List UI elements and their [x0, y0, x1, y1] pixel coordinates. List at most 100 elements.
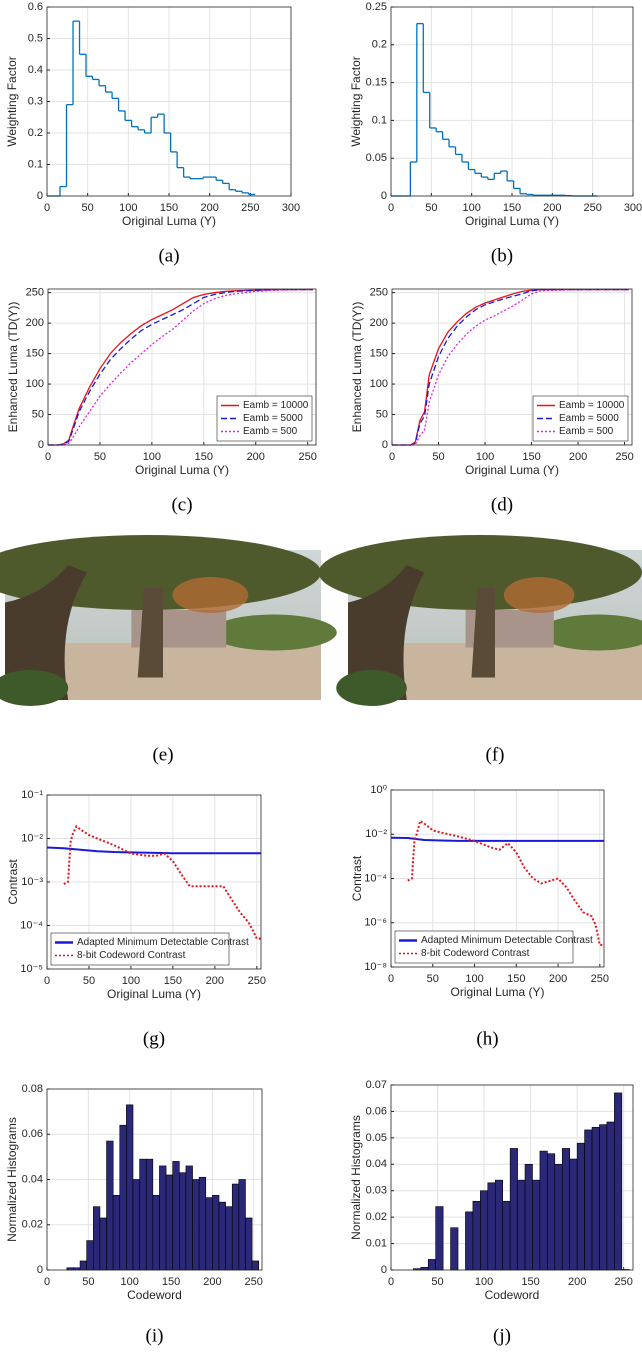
x-axis-label: Original Luma (Y): [122, 214, 216, 228]
y-tick-label: 250: [26, 287, 44, 299]
bar: [606, 1121, 615, 1271]
caption: (g): [143, 1028, 165, 1049]
x-tick-label: 100: [121, 1276, 139, 1288]
x-tick-label: 0: [44, 202, 50, 214]
x-tick-label: 100: [119, 202, 137, 214]
x-tick-label: 150: [507, 973, 525, 985]
x-tick-label: 0: [388, 973, 394, 985]
bar: [480, 1190, 489, 1271]
axes-frame: [46, 794, 262, 970]
y-tick-label: 0: [382, 439, 388, 451]
y-tick-label: 0: [37, 190, 43, 202]
x-axis-label: Codeword: [485, 1288, 540, 1302]
y-tick-label: 10⁻⁸: [364, 961, 387, 973]
y-tick-label: 0.01: [366, 1237, 387, 1249]
x-tick-label: 50: [83, 975, 95, 987]
bar: [614, 1092, 623, 1271]
bar: [435, 1206, 444, 1271]
x-tick-label: 100: [476, 451, 494, 463]
x-tick-label: 50: [431, 1276, 443, 1288]
x-tick-label: 250: [248, 975, 266, 987]
y-tick-label: 150: [370, 348, 388, 360]
y-tick-label: 10⁻³: [21, 876, 43, 888]
y-axis-label: Enhanced Luma (TD(Y)): [6, 302, 20, 433]
x-tick-label: 250: [299, 451, 317, 463]
x-tick-label: 150: [503, 202, 521, 214]
x-axis-label: Original Luma (Y): [450, 985, 544, 999]
bar: [472, 1200, 481, 1271]
y-tick-label: 10⁻⁶: [364, 917, 387, 929]
axes-frame: [391, 288, 633, 446]
bar: [79, 1260, 87, 1271]
photo-trunk: [137, 587, 163, 678]
x-axis-label: Codeword: [127, 1288, 182, 1302]
x-tick-label: 50: [425, 202, 437, 214]
bar: [231, 1183, 240, 1271]
y-axis-label: Contrast: [350, 855, 364, 901]
x-tick-label: 100: [475, 1276, 493, 1288]
caption: (f): [486, 744, 505, 765]
line: [63, 824, 261, 940]
y-axis-label: Normalized Histograms: [349, 1115, 363, 1240]
bar: [487, 1182, 496, 1271]
x-tick-label: 200: [200, 202, 218, 214]
x-tick-label: 0: [45, 451, 51, 463]
y-tick-label: 0.3: [28, 95, 43, 107]
bar: [517, 1179, 526, 1271]
bar: [599, 1124, 608, 1271]
x-tick-label: 50: [94, 451, 106, 463]
photo-trunk: [348, 565, 425, 700]
x-axis-label: Original Luma (Y): [465, 463, 559, 477]
axes-frame: [47, 288, 317, 446]
x-tick-label: 0: [44, 975, 50, 987]
y-tick-label: 250: [370, 287, 388, 299]
y-tick-label: 0.6: [28, 1, 43, 13]
bar: [212, 1195, 220, 1271]
y-tick-label: 0.08: [22, 1083, 43, 1095]
bar: [93, 1206, 101, 1271]
x-tick-label: 300: [282, 202, 300, 214]
y-tick-label: 0.1: [372, 114, 387, 126]
bar: [112, 1195, 121, 1271]
legend-label: Eamb = 500: [559, 426, 614, 437]
y-axis-label: Normalized Histograms: [5, 1117, 19, 1242]
x-tick-label: 250: [615, 1276, 633, 1288]
bar: [139, 1158, 147, 1271]
bar: [576, 1142, 585, 1271]
x-tick-label: 50: [82, 1276, 94, 1288]
bar: [86, 1240, 94, 1271]
y-tick-label: 0.4: [28, 64, 43, 76]
x-tick-label: 300: [624, 202, 642, 214]
axes-frame: [46, 6, 292, 197]
x-tick-label: 200: [549, 973, 567, 985]
x-tick-label: 250: [615, 451, 633, 463]
y-tick-label: 150: [26, 348, 44, 360]
x-tick-label: 100: [465, 973, 483, 985]
legend-label: Eamb = 5000: [559, 413, 619, 424]
bar: [494, 1179, 503, 1271]
photo-bush: [0, 670, 69, 706]
x-tick-label: 250: [245, 1276, 263, 1288]
x-tick-label: 0: [388, 1276, 394, 1288]
bar: [465, 1211, 474, 1271]
y-tick-label: 0.04: [366, 1158, 387, 1170]
bar: [159, 1165, 167, 1271]
x-tick-label: 0: [388, 202, 394, 214]
x-tick-label: 0: [389, 451, 395, 463]
y-tick-label: 200: [26, 317, 44, 329]
x-tick-label: 200: [206, 975, 224, 987]
caption: (e): [152, 744, 173, 765]
y-tick-label: 50: [376, 408, 388, 420]
y-tick-label: 0.2: [372, 39, 387, 51]
axes-frame: [390, 1084, 634, 1271]
y-tick-label: 0.2: [28, 127, 43, 139]
x-tick-label: 150: [521, 1276, 539, 1288]
photo: [0, 535, 337, 706]
x-tick-label: 250: [583, 202, 601, 214]
photo-autumn: [503, 577, 575, 613]
y-tick-label: 0.03: [366, 1185, 387, 1197]
bar: [569, 1158, 578, 1271]
bar: [427, 1259, 436, 1271]
y-tick-label: 0.07: [366, 1079, 387, 1091]
bar: [502, 1200, 511, 1271]
